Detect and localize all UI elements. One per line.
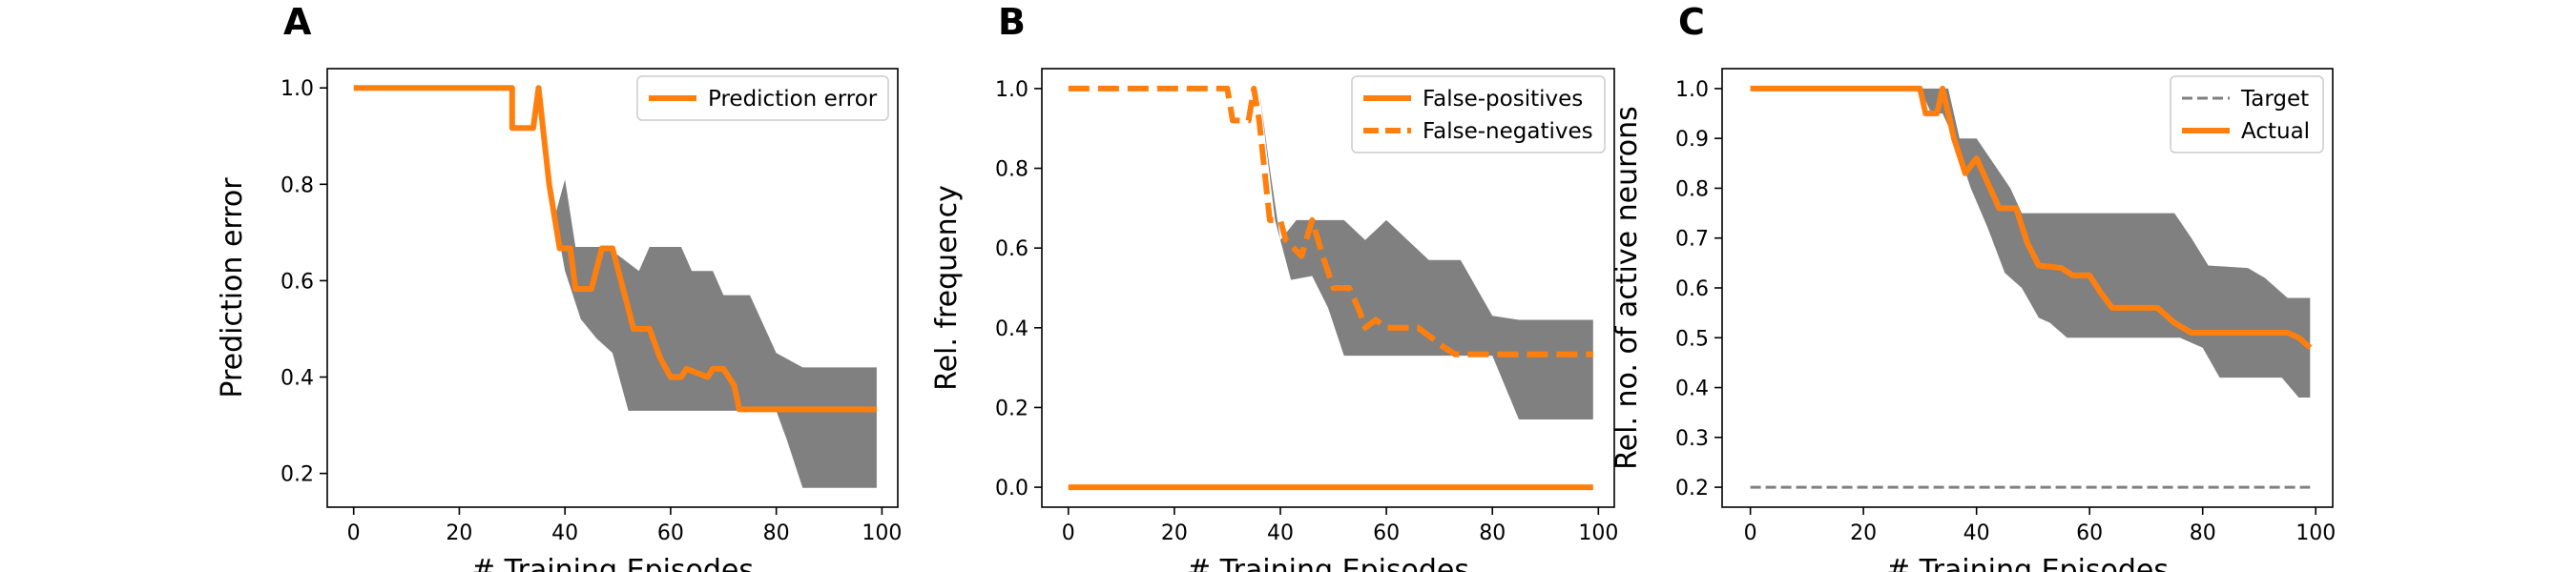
legend: Target Actual: [2170, 75, 2324, 153]
y-axis-label: Rel. no. of active neurons: [1610, 106, 1644, 470]
legend-label: Prediction error: [708, 87, 878, 112]
x-tick-label: 20: [446, 521, 472, 545]
x-tick-label: 80: [1479, 521, 1506, 545]
legend-label: Actual: [2241, 119, 2310, 144]
legend-label: False-positives: [1423, 87, 1583, 112]
panel-a: A 0 20 40 60 80 100 0.2 0.4 0.6 0.8 1.0 # Training E…: [216, 1, 902, 572]
series-line-false-negatives: [1068, 85, 1593, 358]
x-tick-label: 40: [1267, 521, 1294, 545]
legend-label: False-negatives: [1423, 119, 1593, 144]
series-line-actual: [1750, 85, 2313, 350]
y-tick-label: 0.7: [1675, 228, 1709, 252]
panel-letter: A: [283, 1, 312, 43]
x-tick-label: 40: [1963, 521, 1990, 545]
axes-frame: [326, 68, 899, 508]
x-tick-label: 0: [1062, 521, 1075, 545]
plot-area: [353, 85, 877, 488]
x-tick-label: 100: [2296, 521, 2336, 545]
x-tick-label: 40: [551, 521, 578, 545]
x-tick-label: 0: [347, 521, 361, 545]
x-tick-label: 80: [763, 521, 790, 545]
x-tick-label: 0: [1744, 521, 1757, 545]
axes-frame: [1041, 68, 1615, 508]
confidence-band: [353, 88, 877, 488]
legend: Prediction error: [636, 75, 889, 121]
y-tick-label: 0.8: [995, 158, 1028, 182]
x-tick-label: 20: [1161, 521, 1188, 545]
x-tick-label: 60: [657, 521, 684, 545]
x-tick-label: 20: [1850, 521, 1877, 545]
legend-frame: [636, 75, 889, 121]
y-tick-label: 0.4: [1675, 378, 1709, 401]
plot-area: [1750, 85, 2313, 489]
y-tick-label: 0.8: [1675, 177, 1709, 201]
series-line-prediction-error: [353, 85, 877, 413]
y-tick-label: 1.0: [995, 78, 1028, 102]
y-tick-label: 0.9: [1675, 128, 1709, 152]
y-tick-label: 0.6: [1675, 277, 1709, 301]
x-tick-label: 80: [2190, 521, 2216, 545]
panel-letter: C: [1678, 1, 1705, 43]
y-axis-label: Prediction error: [216, 177, 249, 398]
y-tick-label: 0.2: [280, 463, 314, 487]
y-tick-label: 0.8: [280, 174, 314, 197]
panel-b: B 0 20 40 60 80 100 0.0 0.2 0.4 0.6 0.8 1.0 # Trainin…: [930, 1, 1618, 572]
panel-letter: B: [998, 1, 1026, 43]
y-tick-label: 0.4: [995, 317, 1028, 341]
y-tick-label: 0.2: [1675, 477, 1709, 500]
x-axis-label: # Training Episodes: [1187, 554, 1469, 572]
y-tick-label: 0.5: [1675, 327, 1709, 351]
y-tick-label: 0.0: [995, 477, 1028, 500]
legend: False-positives False-negatives: [1351, 75, 1606, 153]
y-tick-label: 1.0: [1675, 78, 1709, 102]
x-axis-label: # Training Episodes: [1886, 554, 2169, 572]
confidence-band: [1258, 88, 1593, 420]
y-tick-label: 0.3: [1675, 427, 1709, 451]
y-tick-label: 0.6: [995, 237, 1028, 261]
y-tick-label: 0.2: [995, 397, 1028, 420]
y-tick-label: 0.4: [280, 367, 314, 391]
panel-c: C 0 20 40 60 80 100 0.2 0.3 0.4 0.5 0.6 0.7 0.8 0.9 1.0…: [1610, 1, 2336, 572]
y-axis-label: Rel. frequency: [930, 185, 964, 391]
y-tick-label: 0.6: [280, 270, 314, 294]
legend-frame: [1351, 75, 1606, 153]
x-tick-label: 60: [1373, 521, 1400, 545]
y-tick-label: 1.0: [280, 77, 314, 101]
x-tick-label: 100: [1578, 521, 1618, 545]
plot-area: [1068, 85, 1593, 491]
legend-label: Target: [2240, 87, 2309, 112]
x-tick-label: 60: [2076, 521, 2103, 545]
x-axis-label: # Training Episodes: [471, 554, 754, 572]
x-tick-label: 100: [862, 521, 902, 545]
